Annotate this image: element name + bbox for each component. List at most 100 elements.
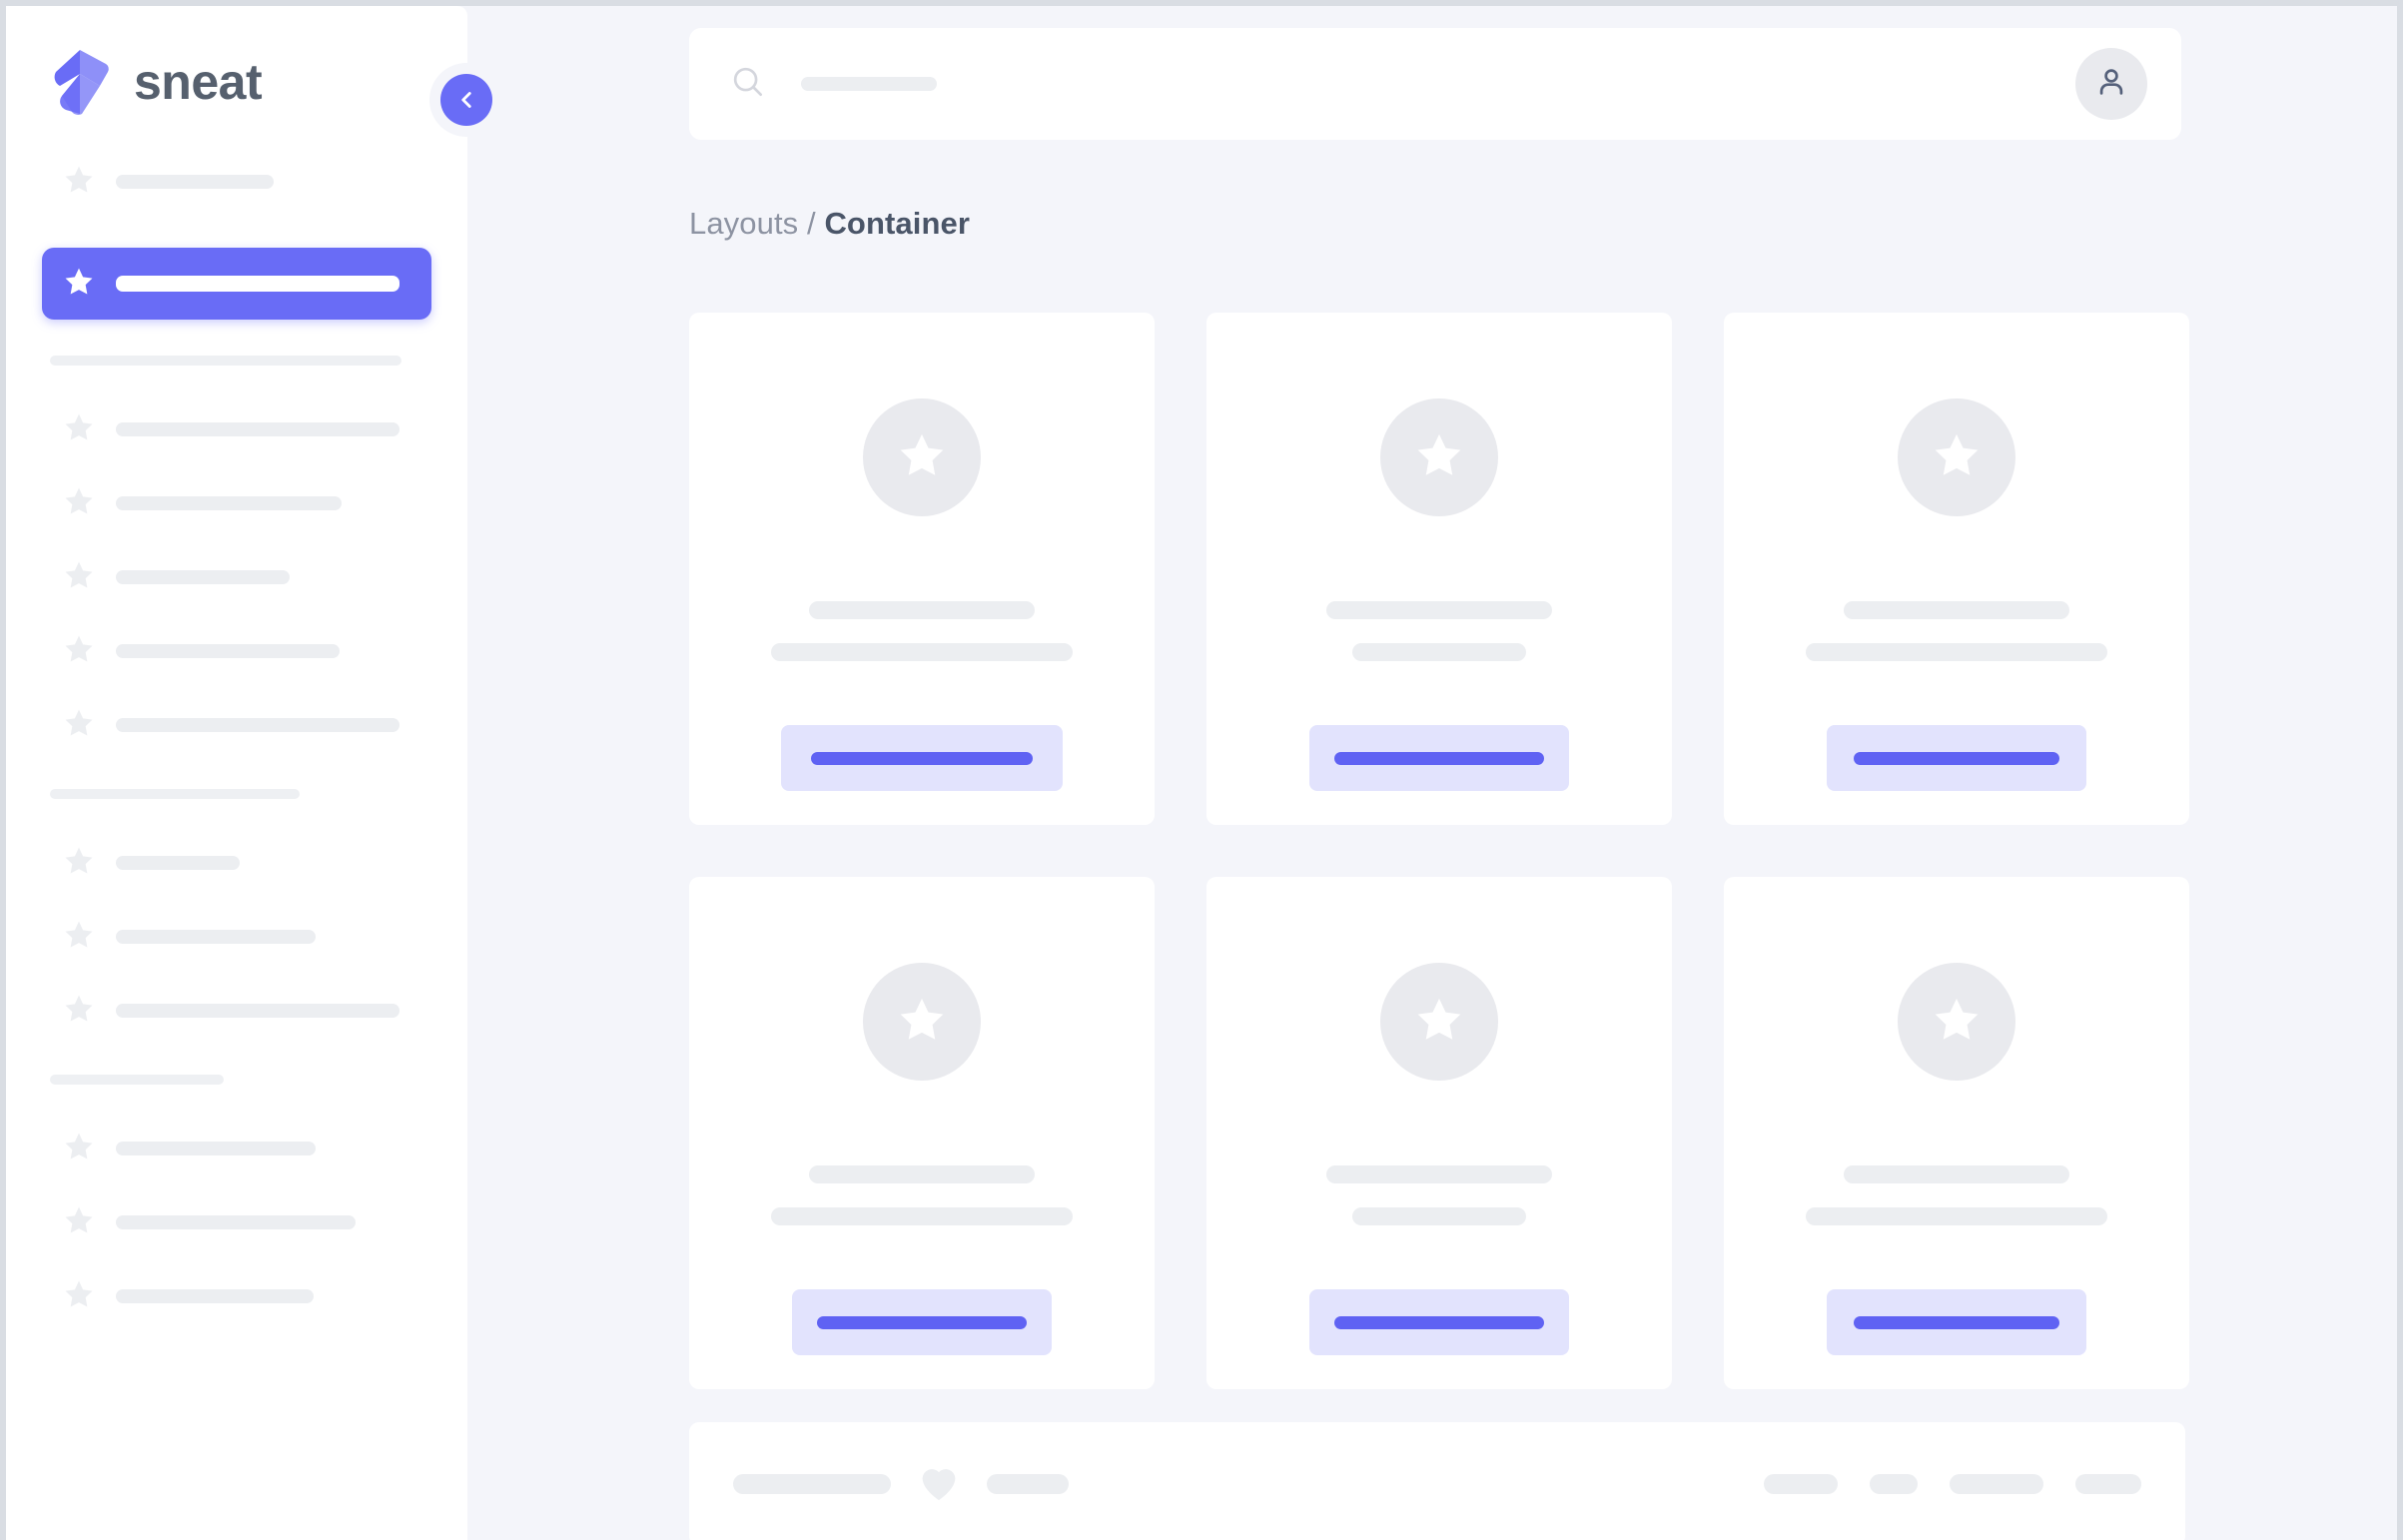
card-avatar	[1380, 398, 1498, 516]
card-avatar	[1898, 963, 2015, 1081]
sidebar-item-label	[116, 718, 400, 732]
card-grid	[689, 313, 2189, 1389]
content-card	[689, 877, 1155, 1389]
card-action-button-label	[811, 751, 1033, 765]
content-card	[1724, 877, 2189, 1389]
sidebar-item[interactable]	[42, 1194, 431, 1250]
sidebar-item[interactable]	[42, 697, 431, 753]
card-title-placeholder	[809, 1165, 1035, 1183]
sidebar-item[interactable]	[42, 983, 431, 1039]
sidebar-item-active[interactable]	[42, 248, 431, 320]
sidebar-item-label	[116, 644, 340, 658]
star-icon	[62, 410, 96, 449]
card-title-placeholder	[809, 601, 1035, 619]
star-icon	[62, 484, 96, 523]
star-icon	[895, 993, 949, 1052]
breadcrumb-parent[interactable]: Layouts	[689, 206, 799, 241]
sidebar-item-label	[116, 1142, 316, 1155]
sidebar-collapse-wrap	[429, 63, 503, 137]
card-action-button-label	[1854, 1315, 2059, 1329]
footer-bar-right[interactable]	[1950, 1474, 2043, 1494]
star-icon	[62, 558, 96, 597]
footer-bar-right[interactable]	[1764, 1474, 1838, 1494]
star-icon	[62, 1203, 96, 1242]
star-icon	[895, 428, 949, 487]
sidebar-item-label	[116, 1215, 356, 1229]
card-text-placeholder	[1352, 643, 1526, 661]
search-bar[interactable]	[729, 63, 2075, 106]
sidebar-item-label	[116, 422, 400, 436]
content-card	[689, 313, 1155, 825]
sidebar-item-label	[116, 930, 316, 944]
card-action-button[interactable]	[1309, 725, 1569, 791]
sidebar-collapse-button[interactable]	[440, 74, 492, 126]
star-icon	[62, 1130, 96, 1168]
card-action-button-label	[817, 1315, 1027, 1329]
card-text-placeholder	[1352, 1207, 1526, 1225]
card-action-button-label	[1334, 751, 1544, 765]
card-text-placeholder	[1806, 643, 2107, 661]
chevron-left-icon	[453, 87, 479, 113]
sidebar-item-label	[116, 496, 342, 510]
search-input[interactable]	[801, 77, 937, 91]
card-action-button[interactable]	[1827, 725, 2086, 791]
sidebar-section-divider	[50, 356, 401, 366]
star-icon	[1412, 428, 1466, 487]
card-title-placeholder	[1326, 601, 1552, 619]
star-icon	[62, 632, 96, 671]
sidebar-item[interactable]	[42, 835, 431, 891]
card-action-button[interactable]	[1309, 1289, 1569, 1355]
footer-left-group	[733, 1462, 1069, 1507]
star-icon	[62, 1277, 96, 1316]
card-text-placeholder	[1806, 1207, 2107, 1225]
card-text-placeholder	[771, 643, 1073, 661]
sidebar-item[interactable]	[42, 623, 431, 679]
star-icon	[1412, 993, 1466, 1052]
sidebar-item[interactable]	[42, 909, 431, 965]
footer-bar-left-2	[987, 1474, 1069, 1494]
sidebar-section-divider	[50, 1075, 224, 1085]
content-card	[1206, 313, 1672, 825]
sneat-s-logo-icon	[50, 48, 112, 116]
sidebar-item[interactable]	[42, 1268, 431, 1324]
card-avatar	[863, 398, 981, 516]
topbar	[689, 28, 2181, 140]
sidebar-section-divider	[50, 789, 300, 799]
star-icon	[62, 265, 96, 304]
footer-bar-right[interactable]	[2075, 1474, 2141, 1494]
card-action-button[interactable]	[781, 725, 1063, 791]
sidebar-item-label	[116, 276, 400, 292]
sidebar-item[interactable]	[42, 401, 431, 457]
card-avatar	[1380, 963, 1498, 1081]
sidebar-item[interactable]	[42, 154, 431, 210]
card-title-placeholder	[1844, 1165, 2069, 1183]
footer-right-group	[1764, 1474, 2141, 1494]
card-action-button-label	[1334, 1315, 1544, 1329]
star-icon	[62, 992, 96, 1031]
avatar[interactable]	[2075, 48, 2147, 120]
sidebar-item-label	[116, 175, 274, 189]
breadcrumb: Layouts / Container	[689, 206, 970, 242]
sidebar-item-label	[116, 856, 240, 870]
breadcrumb-separator: /	[807, 206, 816, 241]
footer-bar-right[interactable]	[1870, 1474, 1918, 1494]
sidebar-item[interactable]	[42, 1121, 431, 1176]
card-action-button[interactable]	[792, 1289, 1052, 1355]
card-action-button[interactable]	[1827, 1289, 2086, 1355]
brand-name: sneat	[134, 54, 263, 110]
star-icon	[62, 706, 96, 745]
user-avatar-icon	[2093, 64, 2129, 105]
sidebar-item-label	[116, 1004, 400, 1018]
breadcrumb-current: Container	[824, 206, 971, 241]
star-icon	[62, 918, 96, 957]
sidebar-item[interactable]	[42, 475, 431, 531]
sidebar-item[interactable]	[42, 549, 431, 605]
content-card	[1724, 313, 2189, 825]
sidebar-item-label	[116, 570, 290, 584]
card-text-placeholder	[771, 1207, 1073, 1225]
brand[interactable]: sneat	[50, 48, 263, 116]
card-title-placeholder	[1326, 1165, 1552, 1183]
heart-icon	[917, 1462, 961, 1507]
star-icon	[62, 163, 96, 202]
card-title-placeholder	[1844, 601, 2069, 619]
